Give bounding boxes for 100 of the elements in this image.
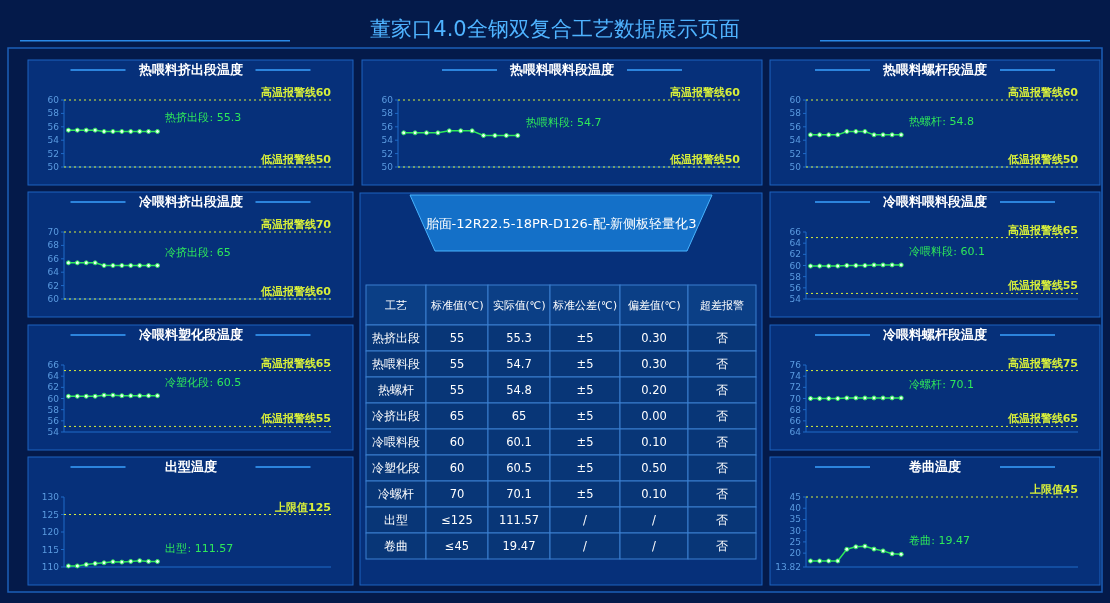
annotation: 冷螺杆: 70.1 — [909, 377, 974, 391]
category-label: 标准公差(℃) — [552, 299, 617, 311]
text: 70 — [449, 487, 465, 501]
ref-line-label: 高温报警线60 — [260, 86, 332, 99]
chart-title: 热喂料螺杆段温度 — [882, 62, 987, 77]
y-tick-label: 60 — [789, 260, 802, 271]
text: 0.30 — [641, 357, 667, 371]
y-tick-label: 120 — [41, 527, 60, 537]
text: 54.7 — [506, 357, 532, 371]
text: 0.20 — [641, 383, 667, 397]
text: 冷挤出段 — [372, 409, 420, 423]
y-tick-label: 58 — [789, 108, 802, 119]
y-tick-label: 62 — [47, 280, 59, 291]
y-tick-label: 66 — [47, 360, 60, 370]
y-tick-label: 54 — [47, 135, 60, 146]
chart-title: 冷喂料塑化段温度 — [138, 327, 243, 342]
text: 0.10 — [641, 435, 667, 449]
ref-line-label: 高温报警线65 — [1007, 223, 1078, 237]
y-tick-label: 50 — [47, 162, 60, 172]
annotation: 冷挤出段: 65 — [165, 245, 231, 259]
annotation: 出型: 111.57 — [165, 541, 234, 555]
text: / — [652, 513, 656, 527]
text: 否 — [716, 357, 728, 371]
y-tick-label: 25 — [789, 536, 801, 547]
text: 0.00 — [641, 409, 667, 423]
text: 111.57 — [498, 513, 540, 527]
text: 65 — [511, 409, 527, 423]
ref-line-label: 高温报警线65 — [260, 356, 331, 370]
y-tick-label: 60 — [47, 294, 60, 304]
y-tick-label: 62 — [47, 382, 59, 393]
text: ≤45 — [444, 539, 470, 553]
y-tick-label: 54 — [381, 135, 394, 146]
y-tick-label: 54 — [789, 135, 802, 146]
y-tick-label: 13.82 — [775, 562, 801, 572]
text: 0.50 — [641, 461, 667, 475]
y-tick-label: 60 — [789, 95, 802, 105]
y-tick-label: 58 — [381, 108, 394, 119]
annotation: 冷喂料段: 60.1 — [909, 244, 985, 258]
y-tick-label: 74 — [789, 371, 802, 382]
text: ±5 — [576, 435, 594, 449]
text: ≤125 — [441, 513, 473, 527]
ref-line-label: 低温报警线50 — [259, 153, 332, 166]
ref-line-label: 低温报警线50 — [668, 153, 741, 166]
y-tick-label: 54 — [789, 294, 802, 304]
chart-title: 卷曲温度 — [908, 459, 961, 474]
ref-line-label: 低温报警线60 — [259, 285, 332, 298]
annotation: 热螺杆: 54.8 — [909, 114, 974, 128]
y-tick-label: 56 — [789, 121, 802, 132]
y-tick-label: 56 — [789, 282, 802, 293]
y-tick-label: 52 — [381, 148, 393, 159]
annotation: 冷塑化段: 60.5 — [165, 375, 242, 389]
chart-title: 冷喂料挤出段温度 — [138, 194, 243, 209]
y-tick-label: 62 — [789, 249, 801, 260]
category-label: 偏差值(℃) — [627, 299, 681, 311]
text: ±5 — [576, 331, 594, 345]
text: 否 — [716, 409, 728, 423]
text: 60.5 — [506, 461, 532, 475]
text: 0.30 — [641, 331, 667, 345]
y-tick-label: 45 — [789, 492, 801, 502]
text: ±5 — [576, 461, 594, 475]
y-tick-label: 58 — [47, 108, 60, 119]
ref-line-label: 低温报警线65 — [1006, 412, 1078, 426]
text: 否 — [716, 513, 728, 527]
text: 否 — [716, 539, 728, 553]
y-tick-label: 54 — [47, 427, 60, 437]
chart-title: 热喂料挤出段温度 — [137, 62, 243, 77]
y-tick-label: 20 — [789, 548, 802, 559]
ref-line-label: 高温报警线75 — [1007, 356, 1078, 370]
text: ±5 — [576, 409, 594, 423]
y-tick-label: 130 — [41, 492, 60, 502]
y-tick-label: 76 — [789, 360, 802, 370]
text: 否 — [716, 383, 728, 397]
annotation: 热挤出段: 55.3 — [165, 111, 242, 125]
y-tick-label: 66 — [47, 253, 60, 264]
y-tick-label: 60 — [381, 95, 394, 105]
text: 热挤出段 — [372, 331, 420, 345]
text: 董家口4.0全钢双复合工艺数据展示页面 — [370, 17, 740, 41]
text: 热喂料段 — [372, 357, 420, 371]
category-label: 工艺 — [385, 299, 407, 311]
text: 冷喂料段 — [372, 435, 420, 449]
text: 0.10 — [641, 487, 667, 501]
chart-title: 冷喂料喂料段温度 — [883, 194, 987, 209]
ref-line-label: 低温报警线55 — [1006, 279, 1078, 293]
y-tick-label: 66 — [789, 415, 802, 426]
y-tick-label: 58 — [47, 404, 60, 415]
y-tick-label: 64 — [789, 427, 802, 437]
text: 否 — [716, 487, 728, 501]
text: 否 — [716, 435, 728, 449]
text: 55 — [449, 383, 465, 397]
y-tick-label: 58 — [789, 271, 802, 282]
ref-line-label: 低温报警线50 — [1006, 153, 1079, 166]
chart-title: 出型温度 — [164, 459, 217, 474]
text: / — [583, 539, 587, 553]
text: / — [652, 539, 656, 553]
ref-line-label: 上限值125 — [274, 500, 331, 514]
y-tick-label: 125 — [41, 509, 59, 520]
category-label: 超差报警 — [700, 299, 744, 311]
annotation: 卷曲: 19.47 — [909, 534, 970, 548]
y-tick-label: 52 — [47, 148, 59, 159]
y-tick-label: 60 — [47, 393, 60, 404]
